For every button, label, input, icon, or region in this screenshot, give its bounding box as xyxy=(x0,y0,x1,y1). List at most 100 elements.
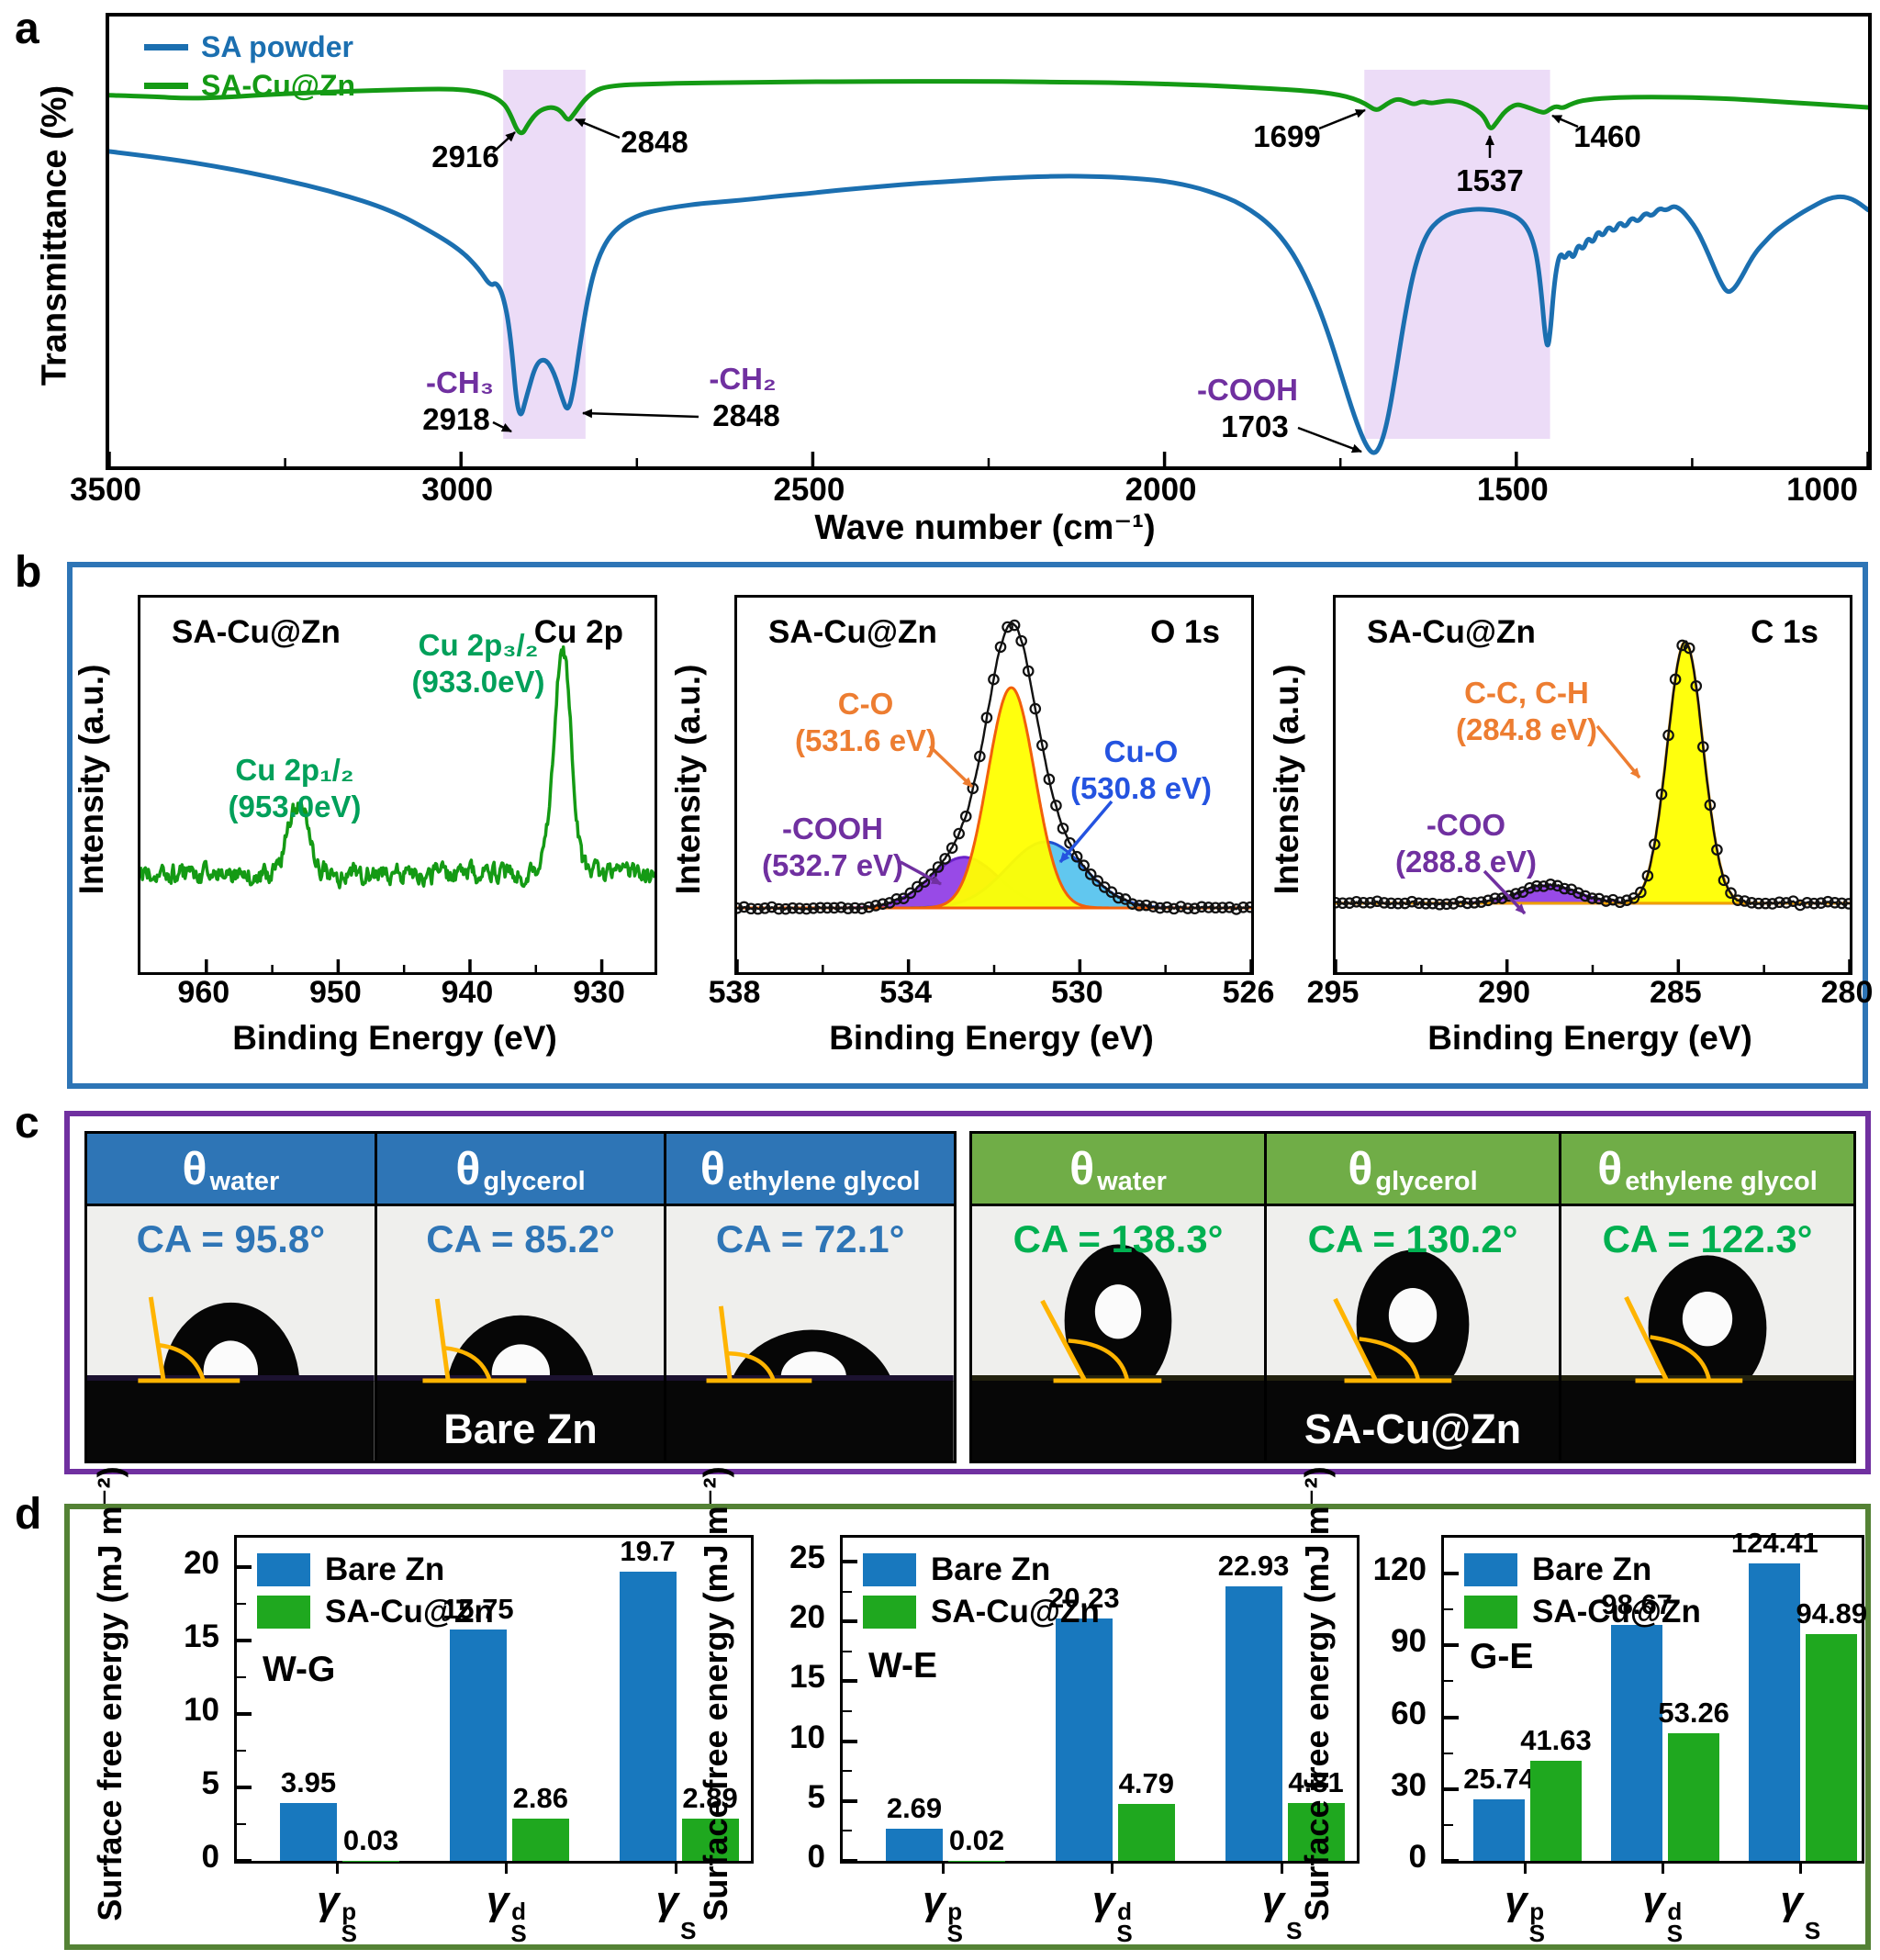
legend-row-sa-cu-zn: SA-Cu@Zn xyxy=(257,1591,494,1633)
peak-label-2918: 2918 xyxy=(422,402,490,436)
raw-data-marker xyxy=(856,902,868,914)
theta-subscript: glycerol xyxy=(483,1166,586,1196)
gamma-base: γ xyxy=(655,1878,679,1923)
raw-data-marker xyxy=(1181,902,1194,914)
peak-annotation-line1: Cu 2p₁/₂ xyxy=(235,753,354,787)
contact-angle-value: CA = 122.3° xyxy=(1602,1217,1813,1260)
xps-sample-label: SA-Cu@Zn xyxy=(172,614,341,650)
raw-data-marker xyxy=(1704,799,1717,812)
raw-data-marker xyxy=(744,902,757,915)
bar-value-label: 53.26 xyxy=(1658,1697,1729,1730)
raw-data-marker xyxy=(1378,897,1391,909)
legend-label: Bare Zn xyxy=(1532,1551,1652,1587)
raw-data-marker xyxy=(959,810,972,823)
raw-data-marker xyxy=(1050,800,1062,812)
contact-angle-value: CA = 138.3° xyxy=(1013,1217,1224,1260)
y-tick-minor xyxy=(237,1823,246,1825)
gamma-superscript: d xyxy=(1117,1898,1132,1925)
ca-column-ethylene-glycol: θ ethylene glycol CA = 72.1° xyxy=(666,1134,955,1461)
y-tick-label: 25 xyxy=(789,1540,825,1576)
ca-column-ethylene-glycol: θ ethylene glycol CA = 122.3° xyxy=(1561,1134,1853,1461)
xps-x-axis-label-2: Binding Energy (eV) xyxy=(829,1019,1154,1057)
raw-data-marker xyxy=(1461,897,1473,910)
raw-data-marker xyxy=(974,750,986,763)
raw-data-marker xyxy=(1745,897,1758,909)
bar-Bare-Zn xyxy=(1225,1586,1282,1861)
y-tick-mark xyxy=(1444,1859,1459,1863)
y-tick-minor xyxy=(237,1603,246,1605)
contact-angle-value: CA = 72.1° xyxy=(715,1217,905,1260)
y-tick-label: 120 xyxy=(1372,1551,1427,1588)
raw-data-marker xyxy=(953,827,965,840)
x-tick-label: 280 xyxy=(1820,975,1874,1010)
raw-data-marker xyxy=(1343,897,1356,910)
droplet-photo: CA = 95.8° xyxy=(87,1206,375,1461)
raw-data-marker xyxy=(1468,897,1481,909)
bar-value-label: 94.89 xyxy=(1796,1596,1868,1630)
y-tick-label: 15 xyxy=(789,1659,825,1696)
y-tick-mark xyxy=(843,1739,857,1743)
xps-x-axis-label-3: Binding Energy (eV) xyxy=(1427,1019,1752,1057)
ftir-plot-box: SA powder SA-Cu@Zn 2916 2848 1699 1537 1… xyxy=(106,13,1872,470)
bar-y-axis-label-3: Surface free energy (mJ m⁻²) xyxy=(1298,1466,1336,1921)
y-tick-label: 10 xyxy=(789,1719,825,1755)
raw-data-marker xyxy=(946,842,958,854)
gamma-superscript: d xyxy=(511,1898,526,1925)
xps-cu2p-svg xyxy=(139,645,656,972)
raw-data-marker xyxy=(1203,902,1214,913)
raw-data-marker xyxy=(1029,702,1042,715)
annotation-arrow xyxy=(1058,800,1113,864)
raw-data-marker xyxy=(758,902,771,914)
peak-annotation-line2: (953.0eV) xyxy=(228,790,362,823)
raw-data-marker xyxy=(1620,894,1633,907)
raw-data-marker xyxy=(1454,895,1467,908)
raw-data-marker xyxy=(1510,888,1522,900)
y-tick-mark xyxy=(843,1859,857,1863)
theta-symbol: θ xyxy=(1597,1143,1623,1194)
peak-annotation-cu2p12: Cu 2p₁/₂ (953.0eV) xyxy=(229,752,362,825)
raw-data-marker xyxy=(1195,901,1208,913)
bar-Bare-Zn xyxy=(1055,1618,1113,1861)
raw-data-marker xyxy=(1794,899,1807,912)
legend-swatch-sa-cu-zn xyxy=(1464,1596,1517,1629)
raw-data-marker xyxy=(1489,892,1502,904)
annotation-arrow xyxy=(1551,114,1579,129)
y-tick-minor xyxy=(843,1710,852,1713)
substrate-edge xyxy=(972,1375,1264,1382)
legend-row-sa-cu-zn: SA-Cu@Zn xyxy=(1464,1591,1701,1633)
component-annotation-line2: (288.8 eV) xyxy=(1394,845,1538,879)
contact-angle-section-border: θ water CA = 95.8° θ glycerol CA = 85.2° xyxy=(64,1111,1871,1474)
bar-chart-ge: Bare Zn SA-Cu@Zn G-E 25.74 41.63 98.67 53.2… xyxy=(1441,1527,1867,1864)
annotation-arrow xyxy=(492,420,512,433)
droplet-image xyxy=(1267,1249,1559,1461)
angle-arc xyxy=(159,1343,206,1382)
x-tick-mark xyxy=(1111,1863,1114,1874)
ftir-curves-svg xyxy=(109,70,1868,466)
peak-label-1703: 1703 xyxy=(1221,409,1289,443)
raw-data-marker xyxy=(1759,897,1772,910)
xps-cu2p-plot-box: SA-Cu@Zn Cu 2p Cu 2p₃/₂ (933.0eV) Cu 2p₁… xyxy=(138,595,657,975)
bar-value-label: 0.02 xyxy=(948,1823,1005,1856)
gamma-subscript: S xyxy=(1804,1917,1821,1944)
raw-data-marker xyxy=(1766,898,1779,910)
bar-value-label: 2.86 xyxy=(512,1782,568,1815)
gamma-subscript: S xyxy=(341,1920,357,1947)
x-tick-label: 285 xyxy=(1649,975,1702,1010)
bar-legend: Bare Zn SA-Cu@Zn xyxy=(863,1549,1100,1633)
x-tick-label: 290 xyxy=(1478,975,1531,1010)
x-tick-label: 3500 xyxy=(70,472,141,508)
theta-symbol: θ xyxy=(455,1143,481,1194)
bar-SA-Cu-Zn xyxy=(1530,1761,1582,1861)
gamma-subscript: S xyxy=(946,1920,963,1947)
gamma-superscript: p xyxy=(1529,1898,1545,1925)
spectrum-curve-SA-Cu-Zn xyxy=(109,79,1868,136)
x-tick-mark xyxy=(675,1863,678,1874)
peak-label-1699: 1699 xyxy=(1253,119,1321,153)
raw-data-marker xyxy=(828,902,841,914)
substrate xyxy=(666,1380,955,1461)
ftir-legend-row-sa-cu-zn: SA-Cu@Zn xyxy=(144,66,355,105)
y-tick-mark xyxy=(1444,1715,1459,1719)
xps-y-axis-label-3: Intensity (a.u.) xyxy=(1268,664,1305,895)
